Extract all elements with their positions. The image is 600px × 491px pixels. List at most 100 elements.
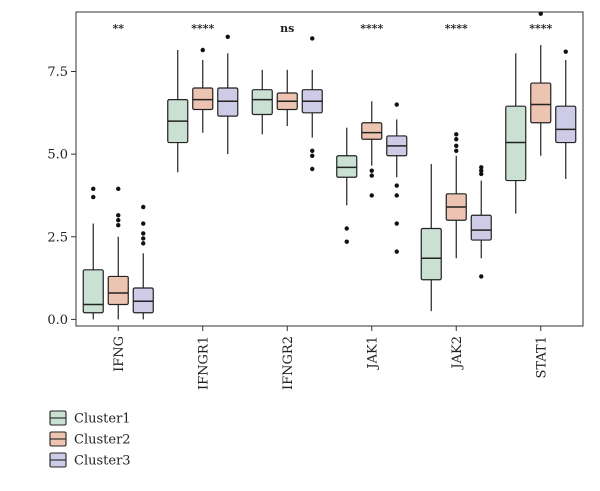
box	[386, 102, 408, 254]
outlier-point	[116, 213, 121, 218]
series-cluster3	[132, 34, 577, 320]
box	[192, 47, 214, 133]
outlier-point	[454, 148, 459, 154]
box-body	[361, 122, 383, 140]
legend-item: Cluster3	[49, 452, 131, 469]
outlier-point	[310, 153, 315, 158]
outlier-point	[479, 168, 484, 173]
outlier-point	[454, 132, 459, 137]
y-tick-label: 0.0	[47, 313, 68, 328]
outlier-point	[141, 241, 146, 246]
outlier-point	[141, 204, 146, 210]
x-axis: IFNG IFNGR1 IFNGR2 JAK1 JAK2 STAT1	[112, 326, 549, 390]
box	[445, 132, 467, 259]
legend: Cluster1 Cluster2 Cluster3	[49, 410, 131, 469]
outlier-point	[394, 102, 399, 107]
outlier-point	[91, 186, 96, 192]
legend-item: Cluster1	[49, 410, 131, 427]
box-body	[251, 89, 273, 116]
legend-label: Cluster2	[74, 433, 131, 448]
box-body	[470, 214, 492, 241]
outlier-point	[344, 226, 349, 231]
box-body	[530, 82, 552, 124]
box-body	[217, 87, 239, 117]
box	[217, 34, 239, 155]
x-tick-label: JAK2	[450, 336, 465, 371]
outlier-point	[538, 11, 543, 16]
outlier-point	[563, 49, 568, 54]
box	[82, 186, 104, 320]
outlier-point	[116, 222, 121, 228]
legend-label: Cluster3	[74, 454, 131, 469]
box	[132, 204, 154, 320]
y-tick-label: 2.5	[47, 230, 68, 245]
x-tick-label: IFNGR1	[196, 336, 211, 390]
legend-label: Cluster1	[74, 412, 131, 427]
significance-label: ****	[191, 22, 214, 35]
box-body	[505, 105, 527, 182]
box	[336, 127, 358, 244]
box	[361, 101, 383, 198]
outlier-point	[394, 193, 399, 198]
outlier-point	[479, 274, 484, 279]
outlier-point	[369, 168, 374, 173]
box	[276, 69, 298, 127]
outlier-point	[116, 218, 121, 223]
series-cluster2	[107, 11, 552, 320]
y-axis: 0.0 2.5 5.0 7.5	[47, 65, 76, 328]
y-tick-label: 7.5	[47, 65, 68, 80]
box	[167, 50, 189, 173]
box	[505, 53, 527, 214]
box	[420, 164, 442, 312]
x-tick-label: JAK1	[365, 336, 380, 371]
box-body	[336, 155, 358, 178]
box	[107, 186, 129, 320]
outlier-point	[310, 36, 315, 41]
outlier-point	[369, 193, 374, 198]
x-tick-label: IFNG	[112, 336, 127, 372]
box	[470, 165, 492, 279]
outlier-point	[200, 47, 205, 53]
y-tick-label: 5.0	[47, 148, 68, 163]
significance-label: ns	[280, 22, 294, 35]
significance-label: ****	[445, 22, 468, 35]
outlier-point	[394, 221, 399, 226]
outlier-point	[310, 166, 315, 172]
x-tick-label: IFNGR2	[281, 336, 296, 390]
outlier-point	[454, 137, 459, 142]
outlier-point	[141, 221, 146, 226]
outlier-point	[225, 34, 230, 39]
outlier-point	[394, 183, 399, 188]
box-body	[555, 105, 577, 144]
outlier-point	[116, 186, 121, 192]
box-body	[420, 227, 442, 281]
box	[555, 49, 577, 179]
outlier-point	[141, 236, 146, 241]
significance-labels: ** **** ns **** **** ****	[112, 22, 552, 35]
significance-label: ****	[360, 22, 383, 35]
x-tick-label: STAT1	[534, 336, 549, 379]
significance-label: **	[112, 22, 124, 35]
outlier-point	[344, 239, 349, 244]
box-body	[132, 287, 154, 314]
outlier-point	[394, 249, 399, 254]
box-series	[82, 11, 577, 320]
outlier-point	[479, 165, 484, 170]
box-body	[192, 87, 214, 111]
significance-label: ****	[529, 22, 552, 35]
box	[251, 69, 273, 135]
outlier-point	[91, 194, 96, 200]
outlier-point	[479, 171, 484, 177]
outlier-point	[454, 143, 459, 149]
plot-frame	[75, 11, 584, 327]
box-body	[107, 275, 129, 306]
box	[530, 11, 552, 156]
outlier-point	[141, 231, 146, 236]
outlier-point	[310, 148, 315, 154]
series-cluster1	[82, 50, 527, 320]
legend-item: Cluster2	[49, 431, 131, 448]
box	[301, 36, 323, 172]
box-body	[82, 269, 104, 314]
outlier-point	[369, 173, 374, 178]
